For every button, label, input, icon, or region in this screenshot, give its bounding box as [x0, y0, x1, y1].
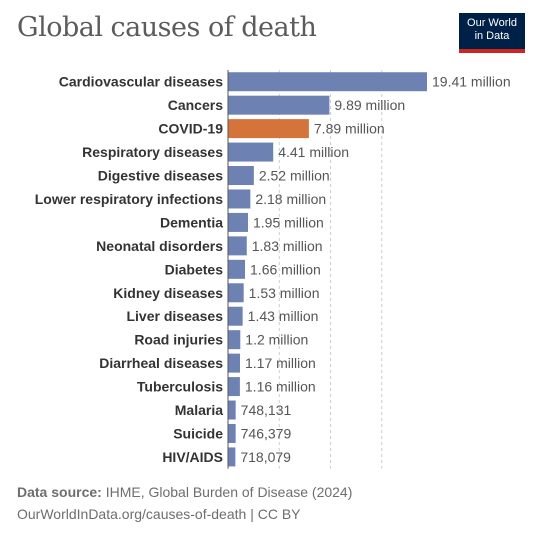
bar-road-injuries[interactable] — [228, 330, 241, 350]
bar-dementia[interactable] — [228, 212, 248, 232]
category-label: Suicide — [173, 425, 223, 441]
category-label: Lower respiratory infections — [35, 191, 223, 207]
category-label: Dementia — [160, 214, 223, 230]
category-label: Malaria — [175, 402, 223, 418]
category-label: Neonatal disorders — [96, 238, 223, 254]
value-label: 2.18 million — [255, 191, 326, 207]
category-label: Diabetes — [165, 261, 224, 277]
category-label: Cancers — [168, 97, 223, 113]
value-label: 9.89 million — [334, 97, 405, 113]
bar-hiv-aids[interactable] — [228, 447, 236, 467]
data-source-label: Data source: — [17, 484, 102, 500]
value-label: 1.83 million — [252, 238, 323, 254]
bar-covid-19[interactable] — [228, 119, 309, 139]
value-label: 1.95 million — [253, 214, 324, 230]
data-source-line: Data source: IHME, Global Burden of Dise… — [17, 484, 352, 500]
category-label: COVID-19 — [158, 121, 223, 137]
bar-lower-respiratory-infections[interactable] — [228, 189, 251, 209]
value-label: 19.41 million — [432, 74, 511, 90]
owid-logo[interactable]: Our World in Data — [459, 13, 525, 53]
value-label: 4.41 million — [278, 144, 349, 160]
bar-malaria[interactable] — [228, 400, 236, 420]
category-label: Digestive diseases — [98, 168, 224, 184]
bar-liver-diseases[interactable] — [228, 306, 243, 326]
bar-suicide[interactable] — [228, 423, 236, 443]
bar-digestive-diseases[interactable] — [228, 166, 254, 186]
category-label: Cardiovascular diseases — [59, 74, 223, 90]
chart-title: Global causes of death — [17, 12, 317, 43]
category-label: Respiratory diseases — [82, 144, 223, 160]
value-label: 1.66 million — [250, 261, 321, 277]
category-label: Kidney diseases — [113, 285, 223, 301]
value-label: 7.89 million — [314, 121, 385, 137]
bar-diabetes[interactable] — [228, 259, 246, 279]
logo-line-2: in Data — [474, 30, 510, 42]
logo-line-1: Our World — [467, 17, 517, 29]
bar-diarrheal-diseases[interactable] — [228, 353, 240, 373]
bar-cancers[interactable] — [228, 95, 330, 115]
bar-neonatal-disorders[interactable] — [228, 236, 247, 256]
logo-accent-bar — [459, 49, 525, 53]
category-label: Liver diseases — [126, 308, 223, 324]
value-label: 1.53 million — [249, 285, 320, 301]
value-label: 748,131 — [241, 402, 292, 418]
value-label: 1.43 million — [248, 308, 319, 324]
bar-respiratory-diseases[interactable] — [228, 142, 274, 162]
bar-tuberculosis[interactable] — [228, 377, 240, 397]
value-label: 718,079 — [240, 449, 291, 465]
category-label: Diarrheal diseases — [99, 355, 223, 371]
bar-chart: Cardiovascular diseases 19.41 million Canc… — [35, 70, 511, 469]
category-label: HIV/AIDS — [162, 449, 223, 465]
data-source-text: IHME, Global Burden of Disease (2024) — [105, 484, 353, 500]
source-url[interactable]: OurWorldInData.org/causes-of-death | CC … — [17, 506, 301, 522]
value-label: 1.16 million — [245, 379, 316, 395]
category-label: Road injuries — [134, 332, 223, 348]
value-label: 2.52 million — [259, 168, 330, 184]
value-label: 1.17 million — [245, 355, 316, 371]
bar-cardiovascular-diseases[interactable] — [228, 72, 427, 92]
category-label: Tuberculosis — [137, 379, 223, 395]
value-label: 746,379 — [241, 425, 292, 441]
bar-kidney-diseases[interactable] — [228, 283, 244, 303]
value-label: 1.2 million — [245, 332, 308, 348]
